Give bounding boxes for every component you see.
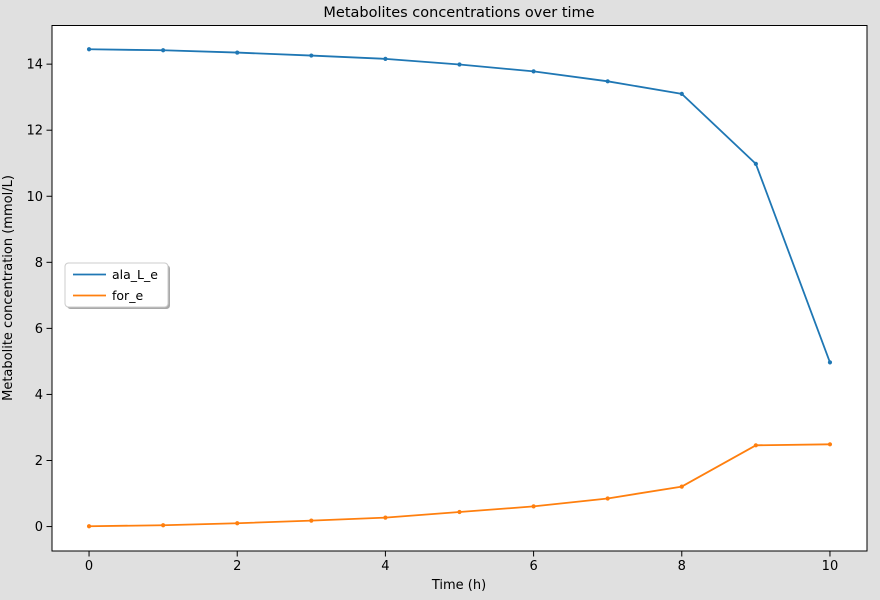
x-tick-label: 8 bbox=[678, 559, 686, 574]
data-point-ala_L_e bbox=[531, 69, 536, 74]
y-tick-label: 6 bbox=[35, 322, 43, 337]
data-point-for_e bbox=[531, 504, 536, 509]
y-tick-label: 14 bbox=[26, 58, 43, 73]
chart-title: Metabolites concentrations over time bbox=[323, 5, 594, 21]
data-point-for_e bbox=[86, 524, 92, 529]
data-point-ala_L_e bbox=[383, 56, 388, 61]
plot-layer: 0 2 4 6 8 10 0 2 4 6 8 10 12 14 ala_L_e for_e bbox=[26, 25, 868, 574]
data-point-ala_L_e bbox=[86, 47, 92, 52]
y-tick-label: 4 bbox=[35, 388, 43, 403]
data-point-ala_L_e bbox=[827, 360, 833, 365]
data-point-for_e bbox=[383, 515, 388, 520]
y-tick-label: 12 bbox=[26, 124, 43, 139]
y-tick-label: 0 bbox=[35, 520, 43, 535]
x-tick-label: 6 bbox=[529, 559, 537, 574]
data-point-for_e bbox=[457, 509, 462, 515]
x-tick-label: 2 bbox=[233, 559, 241, 574]
data-point-ala_L_e bbox=[457, 62, 462, 67]
y-tick-label: 10 bbox=[26, 190, 43, 205]
x-tick-label: 4 bbox=[381, 559, 389, 574]
legend-label-for_e: for_e bbox=[112, 288, 143, 303]
legend-label-ala_L_e: ala_L_e bbox=[112, 267, 158, 282]
data-point-for_e bbox=[679, 484, 684, 489]
data-point-ala_L_e bbox=[235, 50, 240, 55]
x-axis-label: Time (h) bbox=[431, 578, 486, 593]
data-point-ala_L_e bbox=[161, 48, 166, 53]
data-point-ala_L_e bbox=[309, 53, 314, 58]
data-point-for_e bbox=[753, 443, 758, 448]
data-point-for_e bbox=[605, 496, 610, 501]
data-point-for_e bbox=[309, 518, 314, 523]
data-point-ala_L_e bbox=[605, 79, 610, 84]
data-point-ala_L_e bbox=[753, 161, 758, 166]
data-point-for_e bbox=[161, 523, 166, 528]
data-point-ala_L_e bbox=[679, 91, 684, 96]
data-point-for_e bbox=[827, 442, 833, 447]
y-tick-label: 8 bbox=[35, 256, 43, 271]
y-axis-label: Metabolite concentration (mmol/L) bbox=[1, 175, 16, 401]
data-point-for_e bbox=[235, 521, 240, 526]
axes-spines bbox=[51, 25, 868, 552]
plot-area bbox=[52, 25, 867, 551]
y-tick-label: 2 bbox=[35, 454, 43, 469]
x-tick-label: 10 bbox=[822, 559, 839, 574]
x-tick-label: 0 bbox=[85, 559, 93, 574]
